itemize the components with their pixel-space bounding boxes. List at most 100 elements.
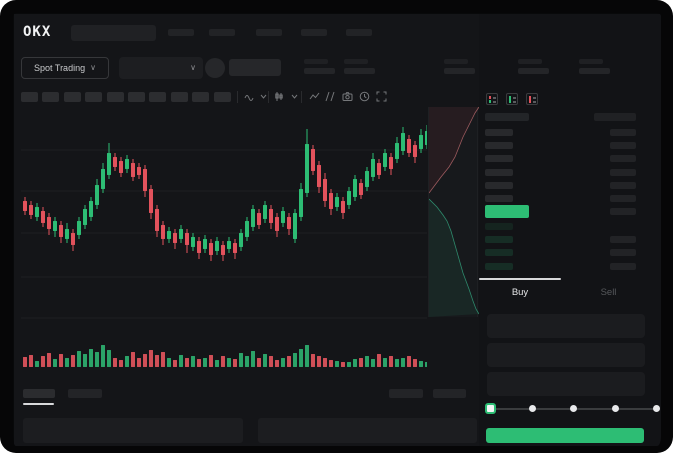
timeframe-button-placeholder[interactable] — [213, 92, 231, 102]
candle-body — [227, 241, 231, 249]
volume-bar — [203, 358, 207, 367]
slider-step-dot[interactable] — [653, 405, 660, 412]
bottom-tab-placeholder[interactable] — [68, 389, 102, 398]
fullscreen-icon[interactable] — [376, 91, 387, 102]
ask-price-placeholder[interactable] — [485, 155, 513, 163]
indicator-wave-icon[interactable] — [244, 91, 255, 102]
pair-dropdown[interactable]: ∨ — [119, 57, 203, 79]
book-combined-icon[interactable] — [486, 93, 498, 105]
amount-slider-handle[interactable] — [485, 403, 496, 414]
slider-step-dot[interactable] — [570, 405, 577, 412]
order-form-field-placeholder[interactable] — [487, 343, 645, 367]
history-clock-icon[interactable] — [359, 91, 370, 102]
buy-tab-indicator — [479, 278, 561, 280]
chevron-down-icon: ∨ — [90, 63, 96, 72]
nav-item-placeholder[interactable] — [301, 29, 327, 36]
candle-body — [41, 211, 45, 223]
ask-price-placeholder[interactable] — [485, 195, 513, 202]
candle-body — [125, 159, 129, 169]
candle-style-icon[interactable] — [274, 91, 285, 102]
volume-bar — [257, 358, 261, 367]
timeframe-button-placeholder[interactable] — [21, 92, 38, 102]
volume-bar — [119, 360, 123, 367]
search-bar-placeholder[interactable] — [71, 25, 156, 41]
buy-submit-button[interactable] — [486, 428, 644, 443]
volume-bar — [371, 359, 375, 367]
ask-amount-placeholder — [610, 181, 636, 189]
last-price-highlight[interactable] — [485, 205, 529, 218]
volume-bar — [155, 355, 159, 367]
chevron-down-icon[interactable] — [258, 91, 269, 102]
stat-label-placeholder — [344, 59, 368, 64]
candle-body — [305, 144, 309, 193]
nav-item-placeholder[interactable] — [256, 29, 282, 36]
ask-price-placeholder[interactable] — [485, 129, 513, 136]
timeframe-button-placeholder[interactable] — [170, 92, 188, 102]
volume-bar — [161, 352, 165, 367]
candle-body — [191, 237, 195, 247]
volume-bar — [359, 358, 363, 367]
timeframe-button-placeholder[interactable] — [149, 92, 167, 102]
timeframe-button-placeholder[interactable] — [85, 92, 103, 102]
depth-bids-line — [428, 198, 480, 315]
nav-item-placeholder[interactable] — [168, 29, 194, 36]
timeframe-button-placeholder[interactable] — [192, 92, 210, 102]
compare-icon[interactable] — [325, 91, 336, 102]
ask-price-placeholder[interactable] — [485, 181, 513, 189]
candlestick-chart[interactable] — [21, 113, 427, 335]
candle-body — [119, 161, 123, 173]
candle-body — [215, 241, 219, 251]
candle-body — [299, 189, 303, 217]
icon-ask-bar — [489, 96, 491, 99]
volume-bar — [143, 354, 147, 367]
bid-price-placeholder[interactable] — [485, 223, 513, 230]
bid-price-placeholder[interactable] — [485, 236, 513, 244]
candle-body — [155, 209, 159, 231]
order-form-field-placeholder[interactable] — [487, 314, 645, 338]
candle-body — [419, 135, 423, 149]
timeframe-button-placeholder[interactable] — [42, 92, 60, 102]
nav-item-placeholder[interactable] — [346, 29, 372, 36]
stat-value-placeholder — [304, 68, 335, 74]
bottom-control-placeholder-1[interactable] — [389, 389, 423, 398]
timeframe-button-placeholder[interactable] — [63, 92, 81, 102]
candle-body — [71, 233, 75, 245]
bottom-control-placeholder-2[interactable] — [433, 389, 466, 398]
volume-bar — [293, 353, 297, 367]
volume-bar — [95, 352, 99, 367]
tab-sell[interactable]: Sell — [600, 286, 617, 298]
order-form-field-placeholder[interactable] — [487, 372, 645, 396]
timeframe-button-placeholder[interactable] — [128, 92, 145, 102]
orders-panel-placeholder-1 — [23, 418, 243, 443]
candle-body — [359, 183, 363, 195]
volume-bar — [347, 362, 351, 367]
stat-value-placeholder — [444, 68, 475, 74]
candle-body — [65, 229, 69, 239]
ask-price-placeholder[interactable] — [485, 168, 513, 176]
book-asks-icon[interactable] — [526, 93, 538, 105]
market-type-selector[interactable]: Spot Trading ∨ — [21, 57, 109, 79]
volume-bar — [35, 361, 39, 367]
toolbar-separator — [237, 91, 238, 103]
bid-price-placeholder[interactable] — [485, 262, 513, 270]
icon-line — [533, 97, 536, 99]
camera-icon[interactable] — [342, 91, 353, 102]
volume-bars — [23, 345, 427, 367]
icon-line — [533, 101, 536, 103]
volume-bar — [281, 358, 285, 367]
tab-buy[interactable]: Buy — [511, 286, 529, 298]
volume-bar — [323, 358, 327, 367]
bottom-tab-active-placeholder[interactable] — [23, 389, 55, 398]
slider-step-dot[interactable] — [528, 405, 536, 412]
depth-asks-line — [428, 106, 480, 194]
ask-price-placeholder[interactable] — [485, 142, 513, 150]
timeframe-button-placeholder[interactable] — [106, 92, 124, 102]
line-style-icon[interactable] — [309, 91, 320, 102]
nav-item-placeholder[interactable] — [209, 29, 235, 36]
bid-price-placeholder[interactable] — [485, 249, 513, 257]
stat-label-placeholder — [304, 59, 328, 64]
chevron-down-icon[interactable] — [289, 91, 300, 102]
slider-step-dot[interactable] — [611, 405, 619, 412]
book-bids-icon[interactable] — [506, 93, 518, 105]
